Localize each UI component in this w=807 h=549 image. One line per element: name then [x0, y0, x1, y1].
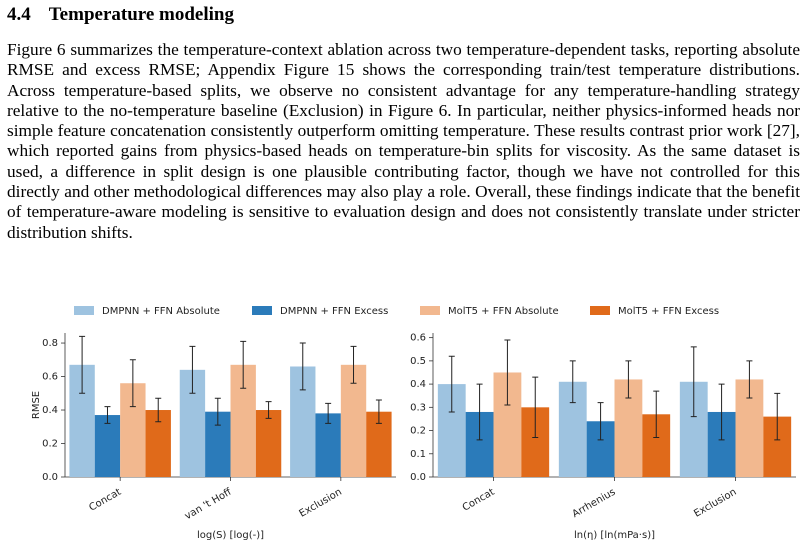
legend-swatch	[420, 306, 440, 315]
error-bar	[448, 355, 455, 413]
error-bar	[240, 340, 247, 389]
x-axis-label: ln(η) [ln(mPa·s)]	[574, 530, 655, 541]
legend-label: MolT5 + FFN Absolute	[448, 306, 559, 317]
error-bar	[746, 360, 753, 399]
error-bar	[690, 346, 697, 418]
y-tick-label: 0.4	[410, 379, 426, 390]
y-tick-label: 0.6	[410, 333, 426, 344]
section-heading: 4.4 Temperature modeling	[7, 4, 800, 26]
error-bar	[299, 342, 306, 391]
error-bar	[774, 392, 781, 441]
x-tick-label: Exclusion	[692, 487, 738, 520]
error-bar	[325, 402, 332, 424]
bar	[315, 413, 341, 477]
error-bar	[532, 376, 539, 439]
y-tick-label: 0.2	[42, 439, 58, 450]
error-bar	[653, 390, 660, 439]
legend-swatch	[74, 306, 94, 315]
y-tick-label: 0.0	[410, 472, 426, 483]
legend-swatch	[252, 306, 272, 315]
legend-label: MolT5 + FFN Excess	[618, 306, 719, 317]
legend-label: DMPNN + FFN Excess	[280, 306, 388, 317]
x-axis-label: log(S) [log(-)]	[197, 530, 264, 541]
y-tick-label: 0.4	[42, 405, 58, 416]
bar	[255, 410, 282, 477]
error-bar	[265, 401, 272, 419]
x-tick-label: Arrhenius	[571, 487, 618, 520]
error-bar	[569, 360, 576, 404]
x-tick-label: Concat	[461, 487, 497, 514]
error-bar	[104, 406, 111, 424]
y-axis-label: RMSE	[31, 391, 42, 419]
error-bar	[129, 359, 136, 408]
error-bar	[350, 345, 357, 384]
y-tick-label: 0.5	[410, 356, 426, 367]
y-tick-label: 0.8	[42, 338, 58, 349]
x-tick-label: Concat	[87, 487, 123, 514]
bar	[94, 415, 121, 477]
error-bar	[504, 339, 511, 406]
section-title: Temperature modeling	[48, 4, 234, 25]
x-tick-label: Exclusion	[298, 487, 344, 520]
error-bar	[79, 335, 86, 394]
legend-label: DMPNN + FFN Absolute	[102, 306, 220, 317]
y-tick-label: 0.0	[42, 472, 58, 483]
error-bar	[214, 397, 221, 426]
paragraph: Figure 6 summarizes the temperature-cont…	[7, 40, 800, 242]
legend-swatch	[590, 306, 610, 315]
y-tick-label: 0.2	[410, 426, 426, 437]
y-tick-label: 0.1	[410, 449, 426, 460]
error-bar	[189, 345, 196, 394]
text-block: 4.4 Temperature modeling Figure 6 summari…	[7, 0, 800, 243]
y-tick-label: 0.3	[410, 402, 426, 413]
error-bar	[625, 360, 632, 399]
error-bar	[718, 383, 725, 441]
section-number: 4.4	[7, 4, 31, 25]
error-bar	[476, 383, 483, 441]
error-bar	[597, 402, 604, 441]
error-bar	[155, 397, 162, 423]
x-tick-label: van 't Hoff	[183, 486, 234, 522]
error-bar	[375, 399, 382, 424]
y-tick-label: 0.6	[42, 372, 58, 383]
